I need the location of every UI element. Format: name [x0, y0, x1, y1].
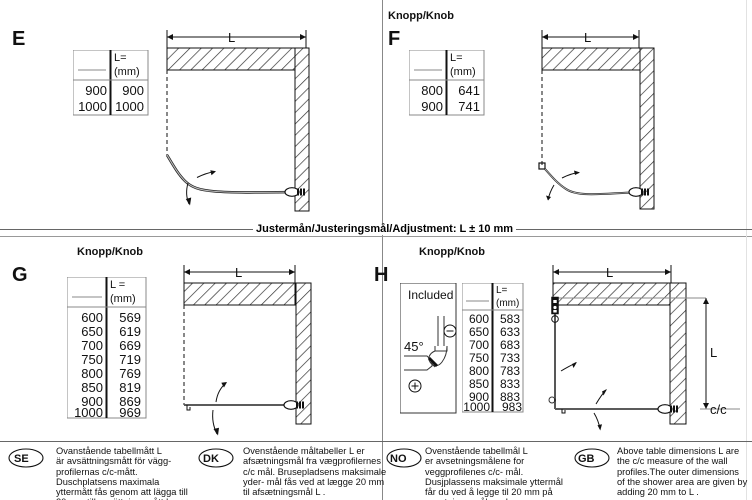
svg-text:SE: SE	[14, 453, 29, 465]
svg-text:L: L	[710, 345, 717, 360]
svg-text:NO: NO	[390, 453, 407, 465]
svg-text:DK: DK	[203, 453, 219, 465]
svg-text:L: L	[606, 265, 613, 280]
svg-text:c/c: c/c	[710, 402, 727, 417]
svg-text:GB: GB	[578, 453, 595, 465]
